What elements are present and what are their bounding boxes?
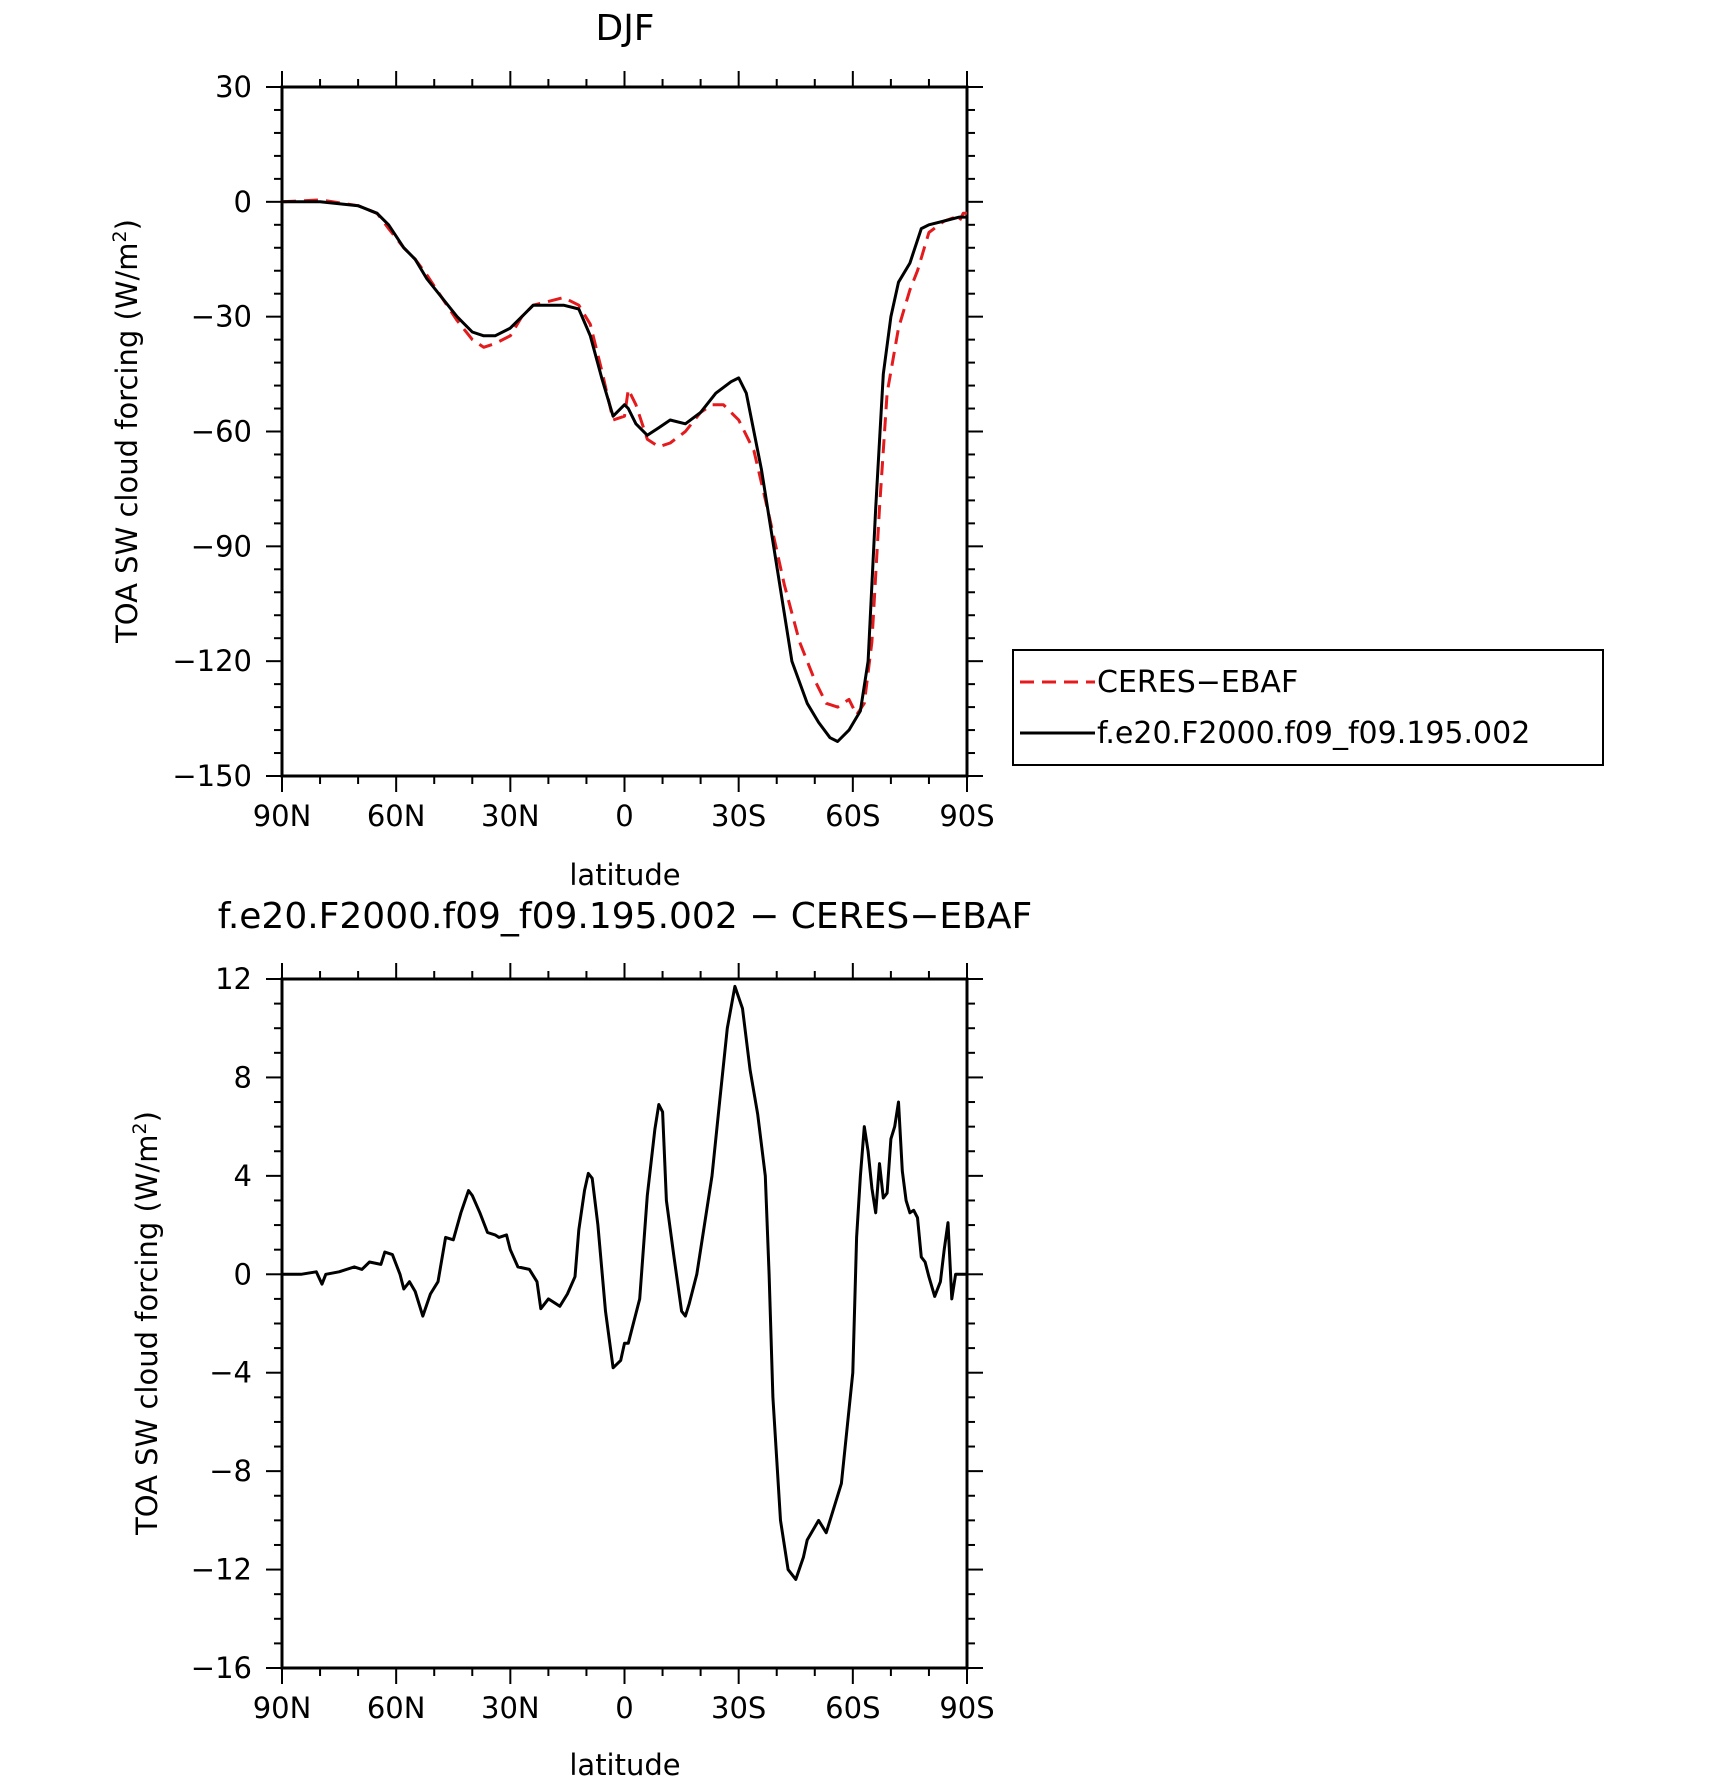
top-x-tick-label: 30N: [481, 799, 540, 833]
top-y-axis-label: TOA SW cloud forcing (W/m2): [109, 219, 144, 644]
bottom-y-tick-label: −16: [191, 1651, 252, 1685]
bottom-x-tick-label: 90N: [253, 1691, 312, 1725]
top-y-tick-label: 30: [215, 70, 252, 104]
top-series-line-1: [282, 200, 967, 743]
top-y-tick-label: −150: [172, 759, 252, 793]
bottom-y-tick-label: −4: [209, 1356, 252, 1390]
bottom-y-tick-label: 12: [215, 962, 252, 996]
top-series-line-0: [281, 198, 967, 717]
bottom-series-line-0: [282, 984, 967, 1581]
top-y-tick-label: −90: [191, 529, 252, 563]
bottom-y-axis-label: TOA SW cloud forcing (W/m2): [129, 1111, 164, 1536]
top-series-layer: [281, 198, 967, 743]
top-x-tick-label: 90S: [939, 799, 994, 833]
legend-label-model: f.e20.F2000.f09_f09.195.002: [1097, 716, 1530, 751]
top-x-tick-label: 90N: [253, 799, 312, 833]
bottom-series-layer: [282, 984, 967, 1581]
legend-label-ceres: CERES−EBAF: [1097, 665, 1298, 700]
top-y-tick-label: −60: [191, 415, 252, 449]
top-panel: DJF 90N 60N 30N 0 30S 60S 90S 30 0 −30 −60 −90 −120 −…: [109, 8, 1604, 892]
bottom-y-tick-label: 4: [234, 1159, 252, 1193]
bottom-panel: f.e20.F2000.f09_f09.195.002 − CERES−EBAF…: [129, 896, 1032, 1782]
top-tick-labels: 90N 60N 30N 0 30S 60S 90S 30 0 −30 −60 −90 −120 −150: [172, 70, 994, 833]
bottom-axis-ticks: [266, 963, 983, 1684]
top-panel-title: DJF: [595, 8, 654, 49]
bottom-y-tick-label: −12: [191, 1553, 252, 1587]
bottom-x-tick-label: 30S: [711, 1691, 766, 1725]
bottom-x-tick-label: 90S: [939, 1691, 994, 1725]
top-plot-frame: [280, 85, 969, 778]
top-x-tick-label: 0: [615, 799, 633, 833]
top-x-tick-label: 30S: [711, 799, 766, 833]
bottom-panel-title: f.e20.F2000.f09_f09.195.002 − CERES−EBAF: [218, 896, 1032, 937]
bottom-x-tick-label: 0: [615, 1691, 633, 1725]
bottom-x-tick-label: 30N: [481, 1691, 540, 1725]
top-axis-ticks: [266, 71, 983, 792]
bottom-tick-labels: 90N 60N 30N 0 30S 60S 90S 12 8 4 0 −4 −8 −12 −16: [191, 962, 995, 1725]
bottom-plot-frame: [280, 977, 969, 1670]
top-y-tick-label: −30: [191, 300, 252, 334]
bottom-x-axis-label: latitude: [569, 1748, 680, 1782]
top-y-tick-label: 0: [234, 185, 252, 219]
top-x-axis-label: latitude: [569, 858, 680, 892]
top-x-tick-label: 60N: [367, 799, 426, 833]
legend: CERES−EBAF f.e20.F2000.f09_f09.195.002: [1012, 649, 1604, 766]
bottom-y-tick-label: −8: [209, 1454, 252, 1488]
top-y-tick-label: −120: [172, 644, 252, 678]
bottom-y-tick-label: 8: [234, 1060, 252, 1094]
bottom-x-tick-label: 60N: [367, 1691, 426, 1725]
bottom-y-tick-label: 0: [234, 1257, 252, 1291]
top-x-tick-label: 60S: [825, 799, 880, 833]
legend-box: [1012, 649, 1604, 766]
bottom-x-tick-label: 60S: [825, 1691, 880, 1725]
